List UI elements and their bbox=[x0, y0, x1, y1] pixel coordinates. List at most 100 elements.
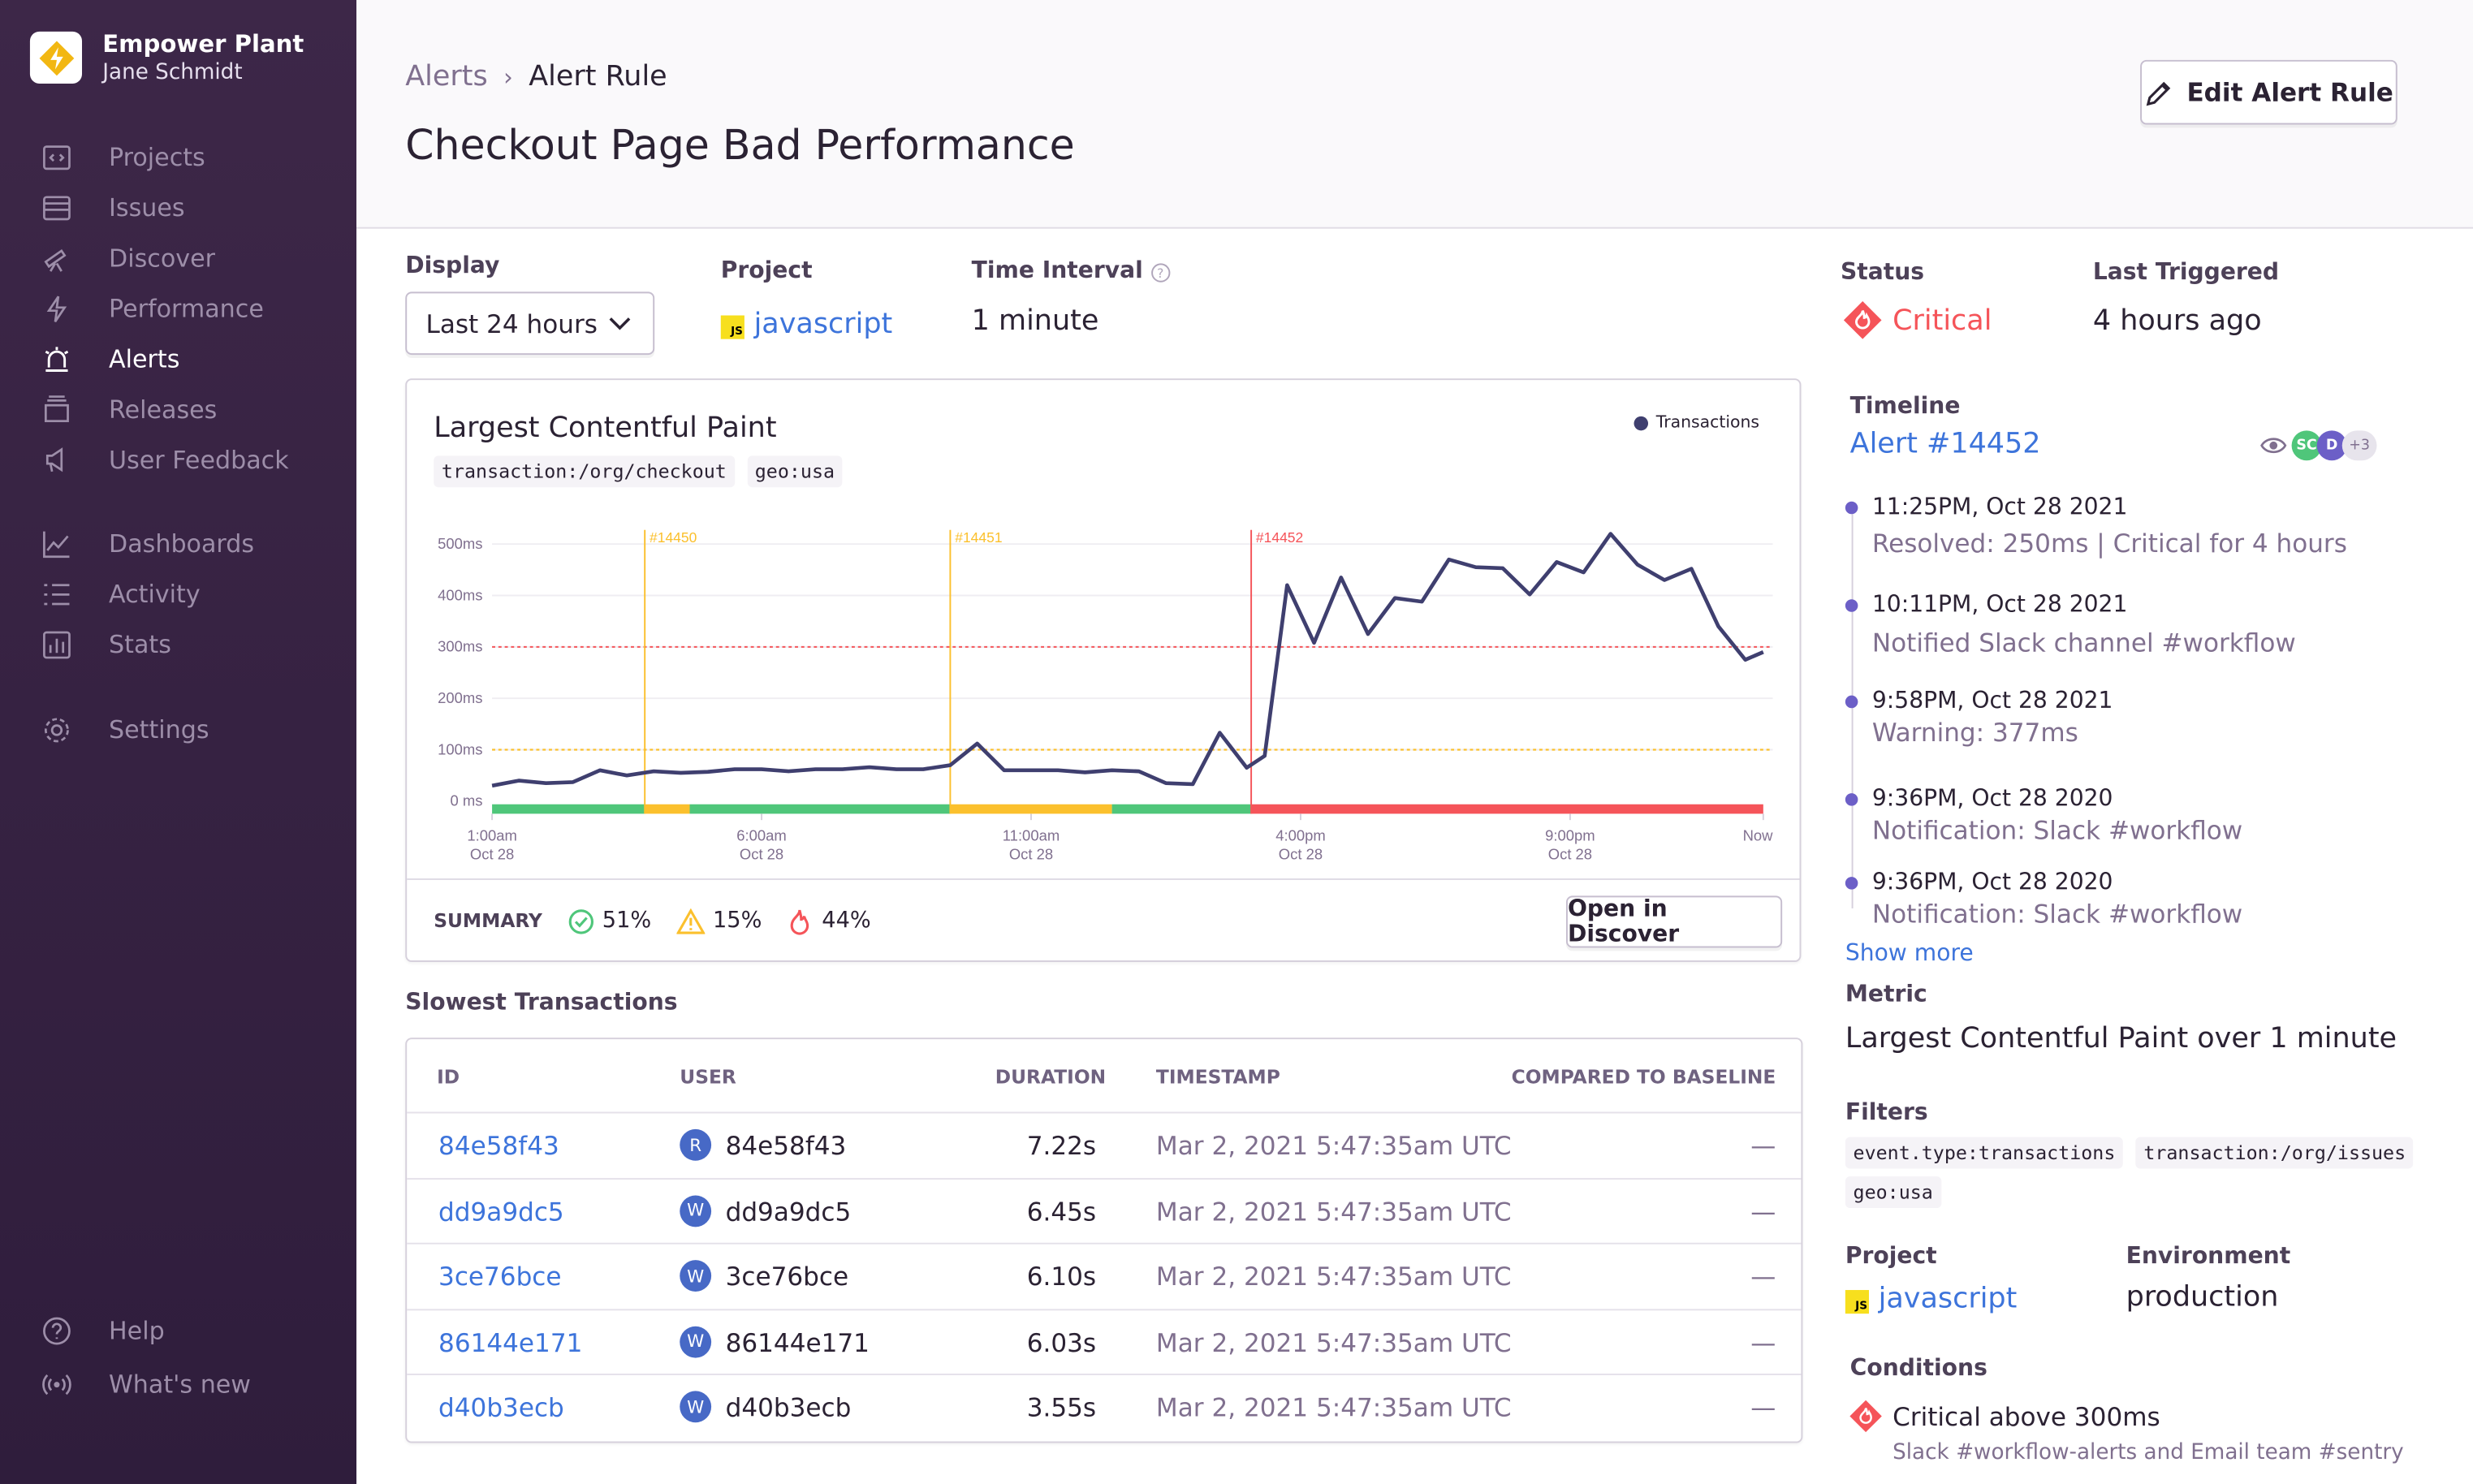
x-tick-label: 4:00pm bbox=[1275, 826, 1326, 843]
project-link[interactable]: JS javascript bbox=[720, 307, 893, 341]
x-tick-label: Now bbox=[1743, 826, 1774, 843]
open-in-discover-button[interactable]: Open in Discover bbox=[1566, 895, 1783, 948]
sidebar-item-projects[interactable]: Projects bbox=[0, 134, 356, 181]
sidebar-item-stats[interactable]: Stats bbox=[0, 621, 356, 668]
timestamp: Mar 2, 2021 5:47:35am UTC bbox=[1155, 1196, 1512, 1227]
sidebar-item-dashboards[interactable]: Dashboards bbox=[0, 520, 356, 567]
critical-fire-icon bbox=[1849, 1400, 1882, 1433]
avatar: W bbox=[680, 1391, 712, 1423]
sidebar-item-settings[interactable]: Settings bbox=[0, 706, 356, 753]
fire-icon bbox=[790, 908, 809, 934]
sidebar-item-help[interactable]: Help bbox=[0, 1307, 356, 1354]
timestamp: Mar 2, 2021 5:47:35am UTC bbox=[1155, 1327, 1512, 1357]
rule-project-value: javascript bbox=[1878, 1282, 2018, 1316]
table-row: 3ce76bce W 3ce76bce 6.10s Mar 2, 2021 5:47:3… bbox=[407, 1242, 1802, 1308]
org-logo[interactable] bbox=[29, 31, 83, 84]
sidebar-item-label: What's new bbox=[109, 1370, 251, 1400]
status-badge: Critical bbox=[1842, 300, 1992, 341]
transaction-id-link[interactable]: 84e58f43 bbox=[438, 1130, 559, 1161]
sidebar-item-activity[interactable]: Activity bbox=[0, 571, 356, 618]
timeline-event-time: 9:36PM, Oct 28 2020 bbox=[1871, 870, 2113, 896]
chevron-right-icon: › bbox=[503, 62, 513, 91]
user-name: d40b3ecb bbox=[725, 1392, 852, 1423]
sidebar-item-label: User Feedback bbox=[109, 446, 289, 475]
sidebar-item-whats-new[interactable]: What's new bbox=[0, 1361, 356, 1408]
timeline-event-time: 9:58PM, Oct 28 2021 bbox=[1871, 688, 2113, 714]
summary-label: SUMMARY bbox=[434, 909, 542, 933]
duration: 6.45s bbox=[1026, 1196, 1097, 1227]
baseline: — bbox=[1750, 1262, 1776, 1292]
timeline-event-time: 10:11PM, Oct 28 2021 bbox=[1871, 593, 2128, 619]
display-value: Last 24 hours bbox=[425, 308, 598, 339]
rule-project-label: Project bbox=[1845, 1244, 1937, 1270]
breadcrumb-alerts[interactable]: Alerts bbox=[405, 59, 488, 93]
duration: 6.10s bbox=[1026, 1262, 1097, 1292]
transaction-id-link[interactable]: dd9a9dc5 bbox=[438, 1196, 564, 1227]
column-header-duration[interactable]: DURATION bbox=[995, 1066, 1107, 1089]
project-value: javascript bbox=[753, 307, 893, 341]
sidebar-item-label: Projects bbox=[109, 143, 205, 172]
gear-icon bbox=[41, 714, 73, 746]
x-tick-label: 6:00am bbox=[736, 826, 787, 843]
time-interval-label-text: Time Interval bbox=[971, 258, 1143, 284]
last-triggered-label: Last Triggered bbox=[2092, 260, 2280, 286]
alert-link[interactable]: Alert #14452 bbox=[1849, 427, 2041, 461]
legend-swatch bbox=[1634, 415, 1649, 430]
sidebar-item-user-feedback[interactable]: User Feedback bbox=[0, 437, 356, 484]
y-tick-label: 200ms bbox=[438, 689, 482, 706]
time-interval-label: Time Interval ? bbox=[972, 259, 1170, 284]
org-name[interactable]: Empower Plant bbox=[102, 29, 304, 58]
sidebar-item-performance[interactable]: Performance bbox=[0, 286, 356, 333]
condition-critical: Critical above 300ms bbox=[1849, 1399, 2160, 1434]
status-segment-ok bbox=[1111, 804, 1252, 814]
broadcast-icon bbox=[41, 1369, 73, 1400]
list-icon bbox=[41, 579, 73, 610]
transaction-id-link[interactable]: 3ce76bce bbox=[438, 1262, 562, 1292]
last-triggered-value: 4 hours ago bbox=[2092, 304, 2262, 338]
summary-warning: 15% bbox=[712, 908, 762, 934]
sidebar-item-label: Issues bbox=[109, 193, 185, 222]
sidebar-item-alerts[interactable]: Alerts bbox=[0, 336, 356, 383]
status-label: Status bbox=[1841, 260, 1925, 286]
chart-summary: SUMMARY 51% 15% 44% Open in Discover bbox=[407, 878, 1800, 962]
display-label: Display bbox=[405, 253, 500, 279]
eye-icon bbox=[2260, 438, 2287, 454]
timeline-line bbox=[1851, 514, 1854, 908]
x-tick-sublabel: Oct 28 bbox=[740, 846, 783, 863]
avatar: R bbox=[680, 1128, 712, 1161]
status-segment-warning bbox=[645, 804, 690, 814]
show-more-link[interactable]: Show more bbox=[1845, 941, 1974, 967]
watchers[interactable]: SC D +3 bbox=[2260, 430, 2377, 461]
status-segment-critical bbox=[1251, 804, 1763, 814]
filter-tag: geo:usa bbox=[1845, 1176, 1941, 1209]
transaction-id-link[interactable]: 86144e171 bbox=[438, 1327, 583, 1357]
condition-actions: Slack #workflow-alerts and Email team #s… bbox=[1893, 1439, 2404, 1465]
x-tick-label: 11:00am bbox=[1003, 826, 1060, 843]
rule-project-link[interactable]: JS javascript bbox=[1845, 1282, 2018, 1316]
transaction-id-link[interactable]: d40b3ecb bbox=[438, 1392, 564, 1423]
baseline: — bbox=[1750, 1196, 1776, 1227]
display-dropdown[interactable]: Last 24 hours bbox=[405, 291, 655, 356]
column-header-timestamp: TIMESTAMP bbox=[1155, 1066, 1280, 1089]
legend-label: Transactions bbox=[1655, 412, 1760, 433]
chart-legend: Transactions bbox=[1634, 412, 1760, 433]
filter-tag: transaction:/org/issues bbox=[2135, 1137, 2414, 1169]
sidebar-item-issues[interactable]: Issues bbox=[0, 184, 356, 231]
timeline-dot bbox=[1845, 793, 1858, 806]
user-name: 3ce76bce bbox=[725, 1262, 849, 1292]
breadcrumb-current: Alert Rule bbox=[529, 59, 667, 93]
column-header-id: ID bbox=[437, 1066, 460, 1089]
table-row: 86144e171 W 86144e171 6.03s Mar 2, 2021 5:47… bbox=[407, 1308, 1802, 1373]
telescope-icon bbox=[41, 243, 73, 274]
check-circle-icon bbox=[568, 908, 593, 934]
environment-value: production bbox=[2126, 1280, 2279, 1314]
edit-alert-rule-button[interactable]: Edit Alert Rule bbox=[2140, 59, 2397, 125]
help-icon[interactable]: ? bbox=[1150, 263, 1170, 283]
sidebar-item-releases[interactable]: Releases bbox=[0, 386, 356, 434]
filter-tags: event.type:transactions transaction:/org… bbox=[1845, 1137, 2429, 1209]
sidebar-item-discover[interactable]: Discover bbox=[0, 235, 356, 282]
timeline-event-desc: Notified Slack channel #workflow bbox=[1871, 628, 2296, 658]
baseline: — bbox=[1750, 1327, 1776, 1357]
timeline-event-desc: Warning: 377ms bbox=[1871, 717, 2078, 748]
